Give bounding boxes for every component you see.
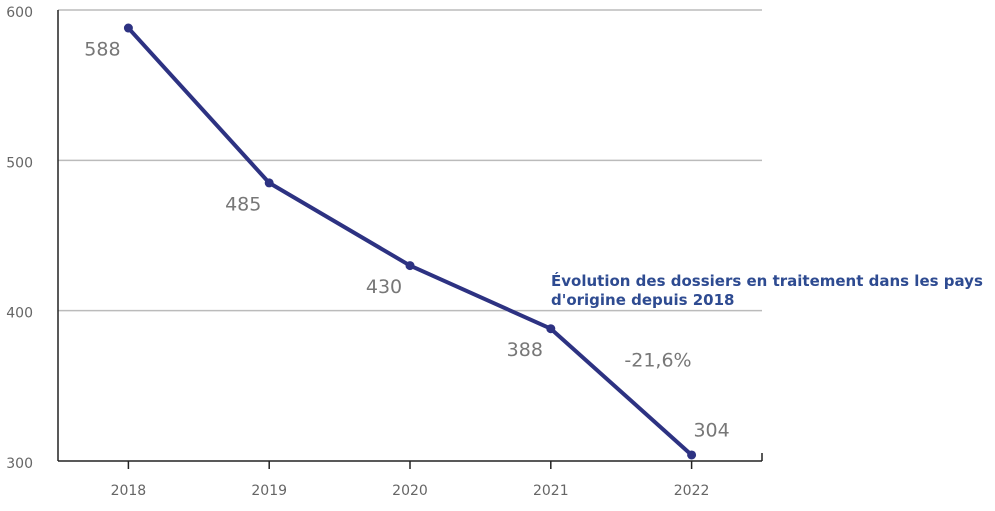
x-tick-label: 2018 bbox=[111, 483, 147, 499]
point bbox=[546, 324, 556, 334]
point bbox=[264, 178, 274, 188]
data-label: 485 bbox=[225, 193, 261, 215]
data-label: 430 bbox=[366, 276, 402, 298]
x-tick-label: 2019 bbox=[251, 483, 287, 499]
data-label: 304 bbox=[693, 419, 729, 441]
point bbox=[687, 450, 697, 460]
data-label: 588 bbox=[84, 39, 120, 61]
y-tick-label: 400 bbox=[6, 306, 33, 322]
point bbox=[123, 23, 133, 33]
y-tick-label: 500 bbox=[6, 155, 33, 171]
x-tick-label: 2021 bbox=[533, 483, 569, 499]
y-tick-label: 600 bbox=[6, 5, 33, 21]
y-tick-label: 300 bbox=[6, 456, 33, 472]
line bbox=[126, 26, 693, 457]
point bbox=[405, 261, 415, 271]
x-tick-label: 2022 bbox=[674, 483, 710, 499]
x-tick-label: 2020 bbox=[392, 483, 428, 499]
change-label: -21,6% bbox=[624, 350, 691, 372]
data-label: 388 bbox=[507, 339, 543, 361]
annotation: Évolution des dossiers en traitement dan… bbox=[551, 272, 983, 309]
